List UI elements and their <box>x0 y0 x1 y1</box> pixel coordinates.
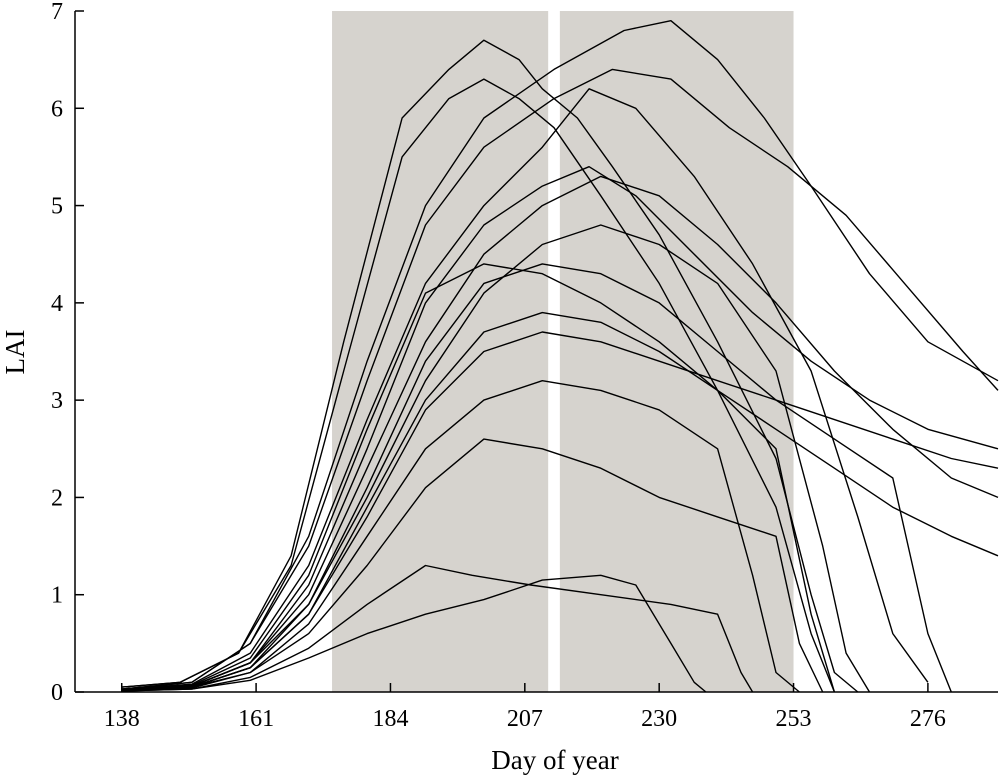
shaded-periods <box>332 11 794 692</box>
x-tick-label-276: 276 <box>910 706 946 732</box>
y-tick-label-1: 1 <box>51 583 63 609</box>
shaded-period-2 <box>559 11 794 692</box>
series-line-15 <box>121 331 999 691</box>
series-line-14 <box>121 263 836 693</box>
series-line-7 <box>121 224 871 693</box>
y-tick-label-0: 0 <box>51 680 63 706</box>
x-tick-label-184: 184 <box>372 706 408 732</box>
y-tick-label-5: 5 <box>51 194 63 220</box>
x-tick-label-253: 253 <box>776 706 812 732</box>
series-line-4 <box>121 68 999 690</box>
series-line-11 <box>121 564 754 693</box>
y-tick-label-2: 2 <box>51 485 63 511</box>
series-line-13 <box>121 165 999 691</box>
x-axis-label: Day of year <box>491 745 618 775</box>
series-line-3 <box>121 20 999 690</box>
y-tick-label-3: 3 <box>51 388 63 414</box>
series-line-1 <box>121 39 859 693</box>
series-line-8 <box>121 311 999 691</box>
y-tick-label-4: 4 <box>51 291 63 317</box>
shaded-period-1 <box>332 11 549 692</box>
series-line-2 <box>121 78 836 693</box>
x-tick-label-230: 230 <box>641 706 677 732</box>
x-tick-label-138: 138 <box>104 706 140 732</box>
series-lines <box>121 20 999 693</box>
y-tick-label-7: 7 <box>51 0 63 25</box>
series-line-5 <box>121 88 929 690</box>
y-axis-label: LAI <box>0 330 30 375</box>
y-tick-label-6: 6 <box>51 96 63 122</box>
series-line-12 <box>121 574 707 693</box>
series-line-6 <box>121 175 999 691</box>
series-line-10 <box>121 438 824 693</box>
axes: 0 1 2 3 4 5 6 7 138 161 184 207 230 253 276 <box>51 0 998 732</box>
series-line-16 <box>121 263 952 693</box>
x-tick-label-161: 161 <box>238 706 274 732</box>
x-tick-label-207: 207 <box>507 706 543 732</box>
series-line-9 <box>121 380 800 693</box>
